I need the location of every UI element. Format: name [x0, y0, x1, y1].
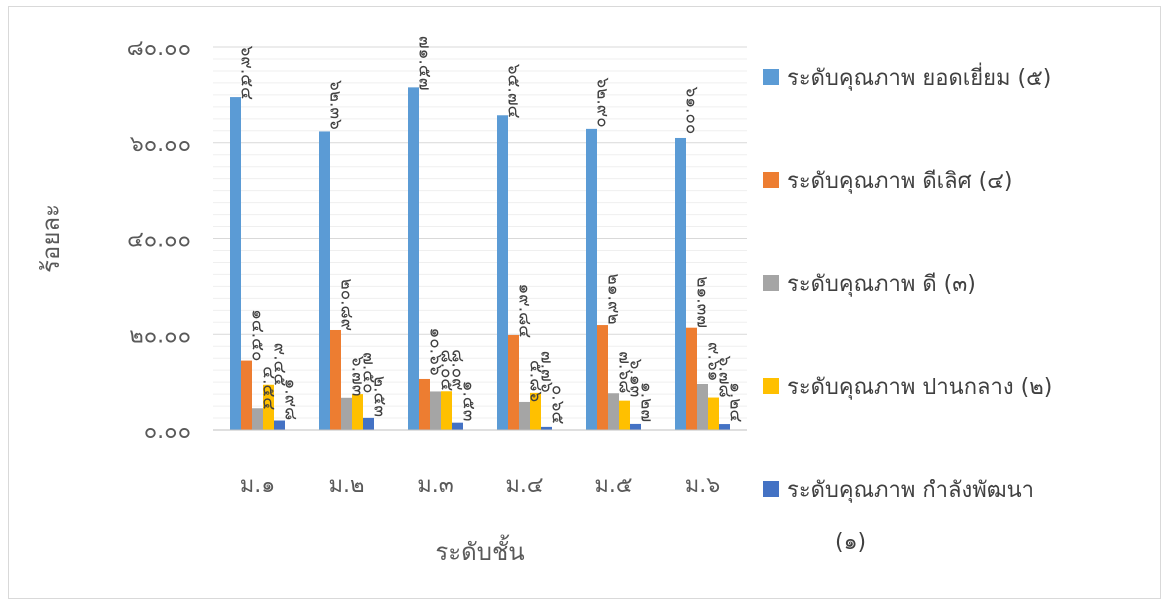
data-label: ๑๔.๕๐	[248, 309, 268, 361]
x-category-label: ม.๖	[685, 473, 720, 498]
bar	[274, 420, 285, 430]
data-label: ๒๑.๙๒	[604, 274, 624, 325]
x-axis-categories: ม.๑ ม.๒ ม.๓ ม.๔ ม.๕ ม.๖	[240, 473, 720, 498]
data-label: ๗.๕๐	[359, 352, 379, 393]
bar	[686, 327, 697, 430]
data-label: ๐.๖๕	[548, 385, 568, 425]
y-tick-label: ๐.๐๐	[144, 419, 191, 444]
bar	[597, 325, 608, 430]
bar	[697, 383, 708, 430]
bar	[241, 360, 252, 430]
data-label: ๑.๒๗	[637, 382, 657, 422]
bar	[330, 329, 341, 430]
bar	[619, 400, 630, 430]
y-tick-label: ๘๐.๐๐	[127, 36, 191, 61]
y-tick-label: ๒๐.๐๐	[129, 323, 191, 348]
bar	[719, 424, 730, 430]
bar	[530, 392, 541, 430]
data-label: ๙.๖๑	[704, 342, 724, 381]
data-label: ๑.๒๔	[726, 382, 746, 422]
bar	[319, 131, 330, 430]
data-label: ๒๐.๘๙	[337, 278, 357, 331]
bar	[263, 384, 274, 430]
data-label: ๗๑.๕๗	[415, 36, 435, 91]
x-category-label: ม.๓	[417, 473, 454, 498]
data-label: ๘.๐๙	[448, 349, 468, 390]
bars	[230, 87, 730, 431]
data-label: ๗.๗๖	[537, 351, 557, 393]
bar	[497, 115, 508, 431]
data-label: ๑.๕๓	[459, 381, 479, 422]
legend-label: ระดับคุณภาพ ดี (๓)	[787, 272, 976, 297]
legend-swatch	[763, 172, 779, 188]
bar	[252, 408, 263, 430]
data-label: ๕.๘๖	[526, 360, 546, 402]
data-label: ๒๑.๓๗	[693, 276, 713, 328]
bar	[541, 426, 552, 430]
bar	[341, 397, 352, 430]
y-axis-title: ร้อยละ	[37, 204, 65, 273]
data-label: ๑๐.๖๖	[426, 327, 446, 375]
bar	[408, 87, 419, 430]
data-label: ๑๙.๘๔	[515, 284, 535, 339]
bar	[519, 401, 530, 430]
bar	[441, 391, 452, 430]
data-label: ๒.๕๓	[370, 376, 390, 417]
data-label: ๖๒.๓๖	[326, 80, 346, 130]
data-label: ๖๑.๐๐	[682, 86, 702, 134]
x-category-label: ม.๕	[594, 473, 632, 498]
legend-swatch	[763, 378, 779, 394]
data-label: ๔.๕๔	[259, 366, 279, 410]
legend-swatch	[763, 69, 779, 85]
x-category-label: ม.๔	[505, 473, 543, 498]
data-label: ๘.๐๕	[437, 349, 457, 391]
legend-label: ระดับคุณภาพ กำลังพัฒนา	[787, 478, 1034, 503]
bar	[230, 97, 241, 431]
bar	[630, 423, 641, 430]
gridlines	[213, 46, 747, 419]
data-label: ๖๕.๗๔	[504, 64, 524, 119]
x-category-label: ม.๒	[329, 473, 365, 498]
bar	[508, 335, 519, 430]
legend-swatch	[763, 275, 779, 291]
data-label: ๖.๑๓	[626, 359, 646, 398]
bar	[586, 128, 597, 430]
legend-label: ระดับคุณภาพ ปานกลาง (๒)	[787, 375, 1052, 400]
bar	[430, 391, 441, 430]
data-label: ๖๒.๙๐	[593, 77, 613, 127]
bar	[352, 394, 363, 430]
bar	[608, 393, 619, 430]
x-category-label: ม.๑	[240, 473, 275, 498]
bar	[708, 397, 719, 430]
bar	[452, 422, 463, 430]
bar	[419, 378, 430, 430]
x-axis-title: ระดับชั้น	[435, 534, 524, 566]
data-label: ๙.๔๕	[270, 343, 290, 387]
legend-swatch	[763, 481, 779, 497]
data-label: ๖.๗๓	[348, 356, 368, 397]
data-label: ๗.๖๘	[615, 351, 635, 393]
y-tick-label: ๖๐.๐๐	[130, 132, 191, 157]
bar	[675, 137, 686, 430]
chart-frame: ๖๙.๕๔๑๔.๕๐๔.๕๔ ๙.๔๕ ๑.๙๘ ๖๒.๓๖๒๐.๘๙๖.๗๓ ๗.๕๐…	[8, 6, 1161, 599]
legend-label: ระดับคุณภาพ ยอดเยี่ยม (๕)	[787, 62, 1051, 91]
data-label: ๖.๗๘	[715, 356, 735, 398]
bar	[363, 417, 374, 430]
legend: ระดับคุณภาพ ยอดเยี่ยม (๕) ระดับคุณภาพ ดีเ…	[763, 62, 1052, 555]
legend-label: ระดับคุณภาพ ดีเลิศ (๔)	[787, 169, 1012, 194]
legend-label-continued: (๑)	[835, 530, 866, 555]
data-label: ๖๙.๕๔	[237, 46, 257, 101]
y-tick-label: ๔๐.๐๐	[127, 228, 191, 253]
y-axis-ticks: ๐.๐๐ ๒๐.๐๐ ๔๐.๐๐ ๖๐.๐๐ ๘๐.๐๐	[127, 36, 191, 444]
data-label: ๑.๙๘	[281, 379, 301, 421]
